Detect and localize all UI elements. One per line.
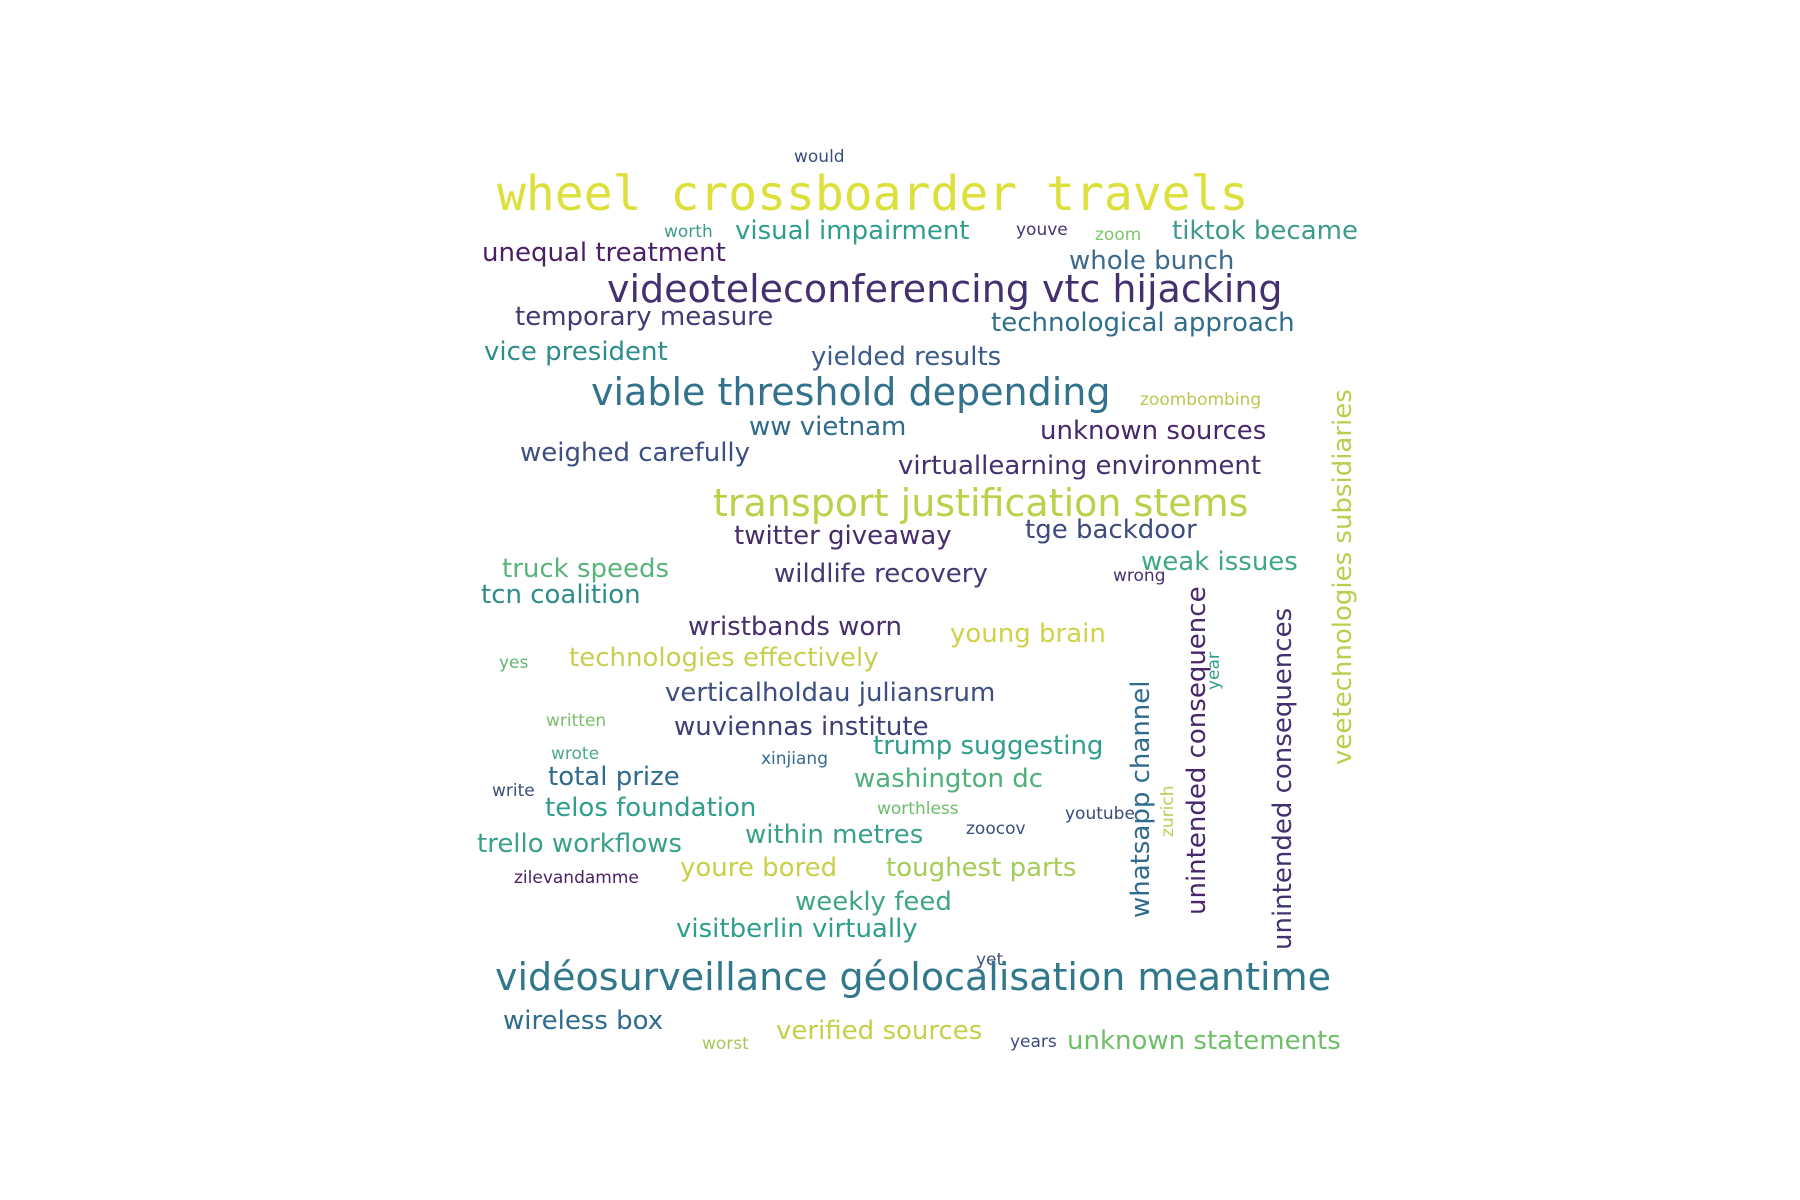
word-young-brain: young brain [950, 619, 1106, 649]
word-within-metres: within metres [745, 820, 924, 850]
word-worth: worth [664, 222, 713, 242]
word-unknown-statements: unknown statements [1067, 1026, 1341, 1056]
word-unknown-sources: unknown sources [1040, 416, 1267, 446]
word-whole-bunch: whole bunch [1069, 246, 1235, 276]
word-visual-impairment: visual impairment [735, 216, 970, 246]
word-total-prize: total prize [548, 762, 680, 792]
word-veetechnologies-subsidiaries: veetechnologies subsidiaries [1328, 389, 1358, 765]
word-weighed-carefully: weighed carefully [520, 438, 751, 468]
word-twitter-giveaway: twitter giveaway [734, 521, 952, 551]
word-verticalholdau-juliansrum: verticalholdau juliansrum [665, 678, 996, 708]
word-wrong: wrong [1113, 566, 1166, 586]
word-year: year [1204, 652, 1224, 690]
word-unintended-consequence: unintended consequence [1182, 586, 1212, 915]
word-videoteleconferencing-vtc-hijacking: videoteleconferencing vtc hijacking [607, 267, 1283, 311]
word-toughest-parts: toughest parts [886, 853, 1077, 883]
word-technological-approach: technological approach [991, 308, 1295, 338]
word-weak-issues: weak issues [1141, 547, 1298, 577]
word-youve: youve [1016, 220, 1068, 240]
word-whatsapp-channel: whatsapp channel [1126, 680, 1156, 918]
word-wildlife-recovery: wildlife recovery [774, 559, 988, 589]
word-zoocov: zoocov [966, 819, 1026, 839]
word-unequal-treatment: unequal treatment [482, 238, 726, 268]
word-temporary-measure: temporary measure [515, 302, 774, 332]
word-vice-president: vice president [484, 337, 668, 367]
word-yes: yes [499, 653, 529, 673]
word-videosurveillance-geolocalisation-meantime: vidéosurveillance géolocalisation meanti… [495, 955, 1331, 999]
word-telos-foundation: telos foundation [545, 793, 757, 823]
word-tcn-coalition: tcn coalition [481, 580, 641, 610]
word-washington-dc: washington dc [854, 764, 1044, 794]
word-wrote: wrote [551, 744, 600, 764]
word-tiktok-became: tiktok became [1172, 216, 1358, 246]
word-transport-justification-stems: transport justification stems [713, 481, 1249, 525]
word-verified-sources: verified sources [776, 1016, 983, 1046]
word-zilevandamme: zilevandamme [514, 868, 639, 888]
word-youtube: youtube [1065, 804, 1135, 824]
word-technologies-effectively: technologies effectively [569, 643, 879, 673]
word-written: written [546, 711, 607, 731]
word-visitberlin-virtually: visitberlin virtually [676, 914, 918, 944]
word-xinjiang: xinjiang [761, 749, 828, 769]
word-virtuallearning-environment: virtuallearning environment [898, 451, 1262, 481]
word-yet: yet [976, 950, 1004, 970]
word-would: would [794, 147, 845, 167]
word-yielded-results: yielded results [811, 342, 1002, 372]
word-zoombombing: zoombombing [1140, 390, 1262, 410]
word-write: write [492, 781, 535, 801]
word-worst: worst [702, 1034, 749, 1054]
word-zurich: zurich [1158, 785, 1178, 837]
word-ww-vietnam: ww vietnam [749, 412, 907, 442]
word-worthless: worthless [877, 799, 959, 819]
word-zoom: zoom [1095, 225, 1142, 245]
word-truck-speeds: truck speeds [502, 554, 670, 584]
word-wristbands-worn: wristbands worn [688, 612, 903, 642]
word-viable-threshold-depending: viable threshold depending [591, 370, 1111, 414]
word-tge-backdoor: tge backdoor [1025, 515, 1197, 545]
word-trump-suggesting: trump suggesting [873, 731, 1104, 761]
word-unintended-consequences: unintended consequences [1268, 607, 1298, 950]
word-wuviennas-institute: wuviennas institute [674, 712, 929, 742]
word-wheel-crossboarder-travels: wheel crossboarder travels [497, 166, 1249, 222]
word-years: years [1010, 1032, 1057, 1052]
word-trello-workflows: trello workflows [477, 829, 682, 859]
word-youre-bored: youre bored [680, 853, 838, 883]
word-weekly-feed: weekly feed [795, 887, 952, 917]
word-wireless-box: wireless box [503, 1006, 664, 1036]
